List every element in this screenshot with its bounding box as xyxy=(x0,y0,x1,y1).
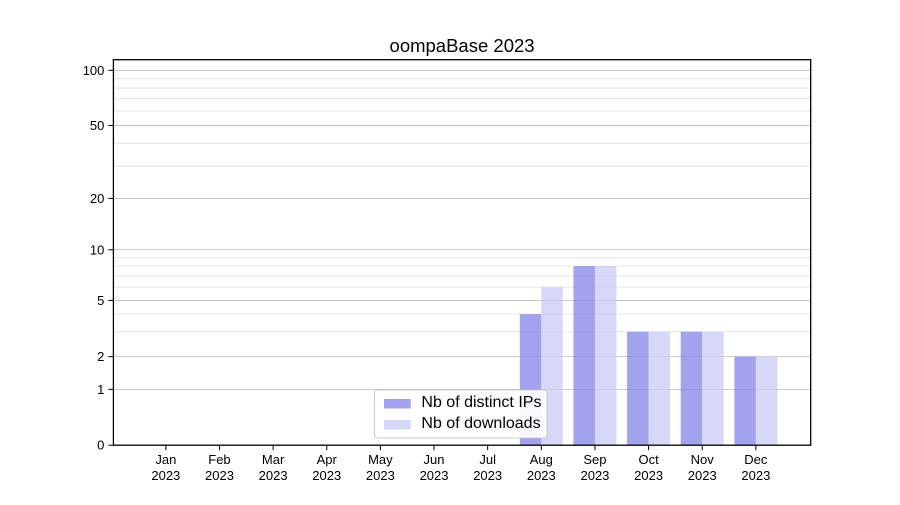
svg-text:Oct: Oct xyxy=(638,452,659,467)
svg-text:Feb: Feb xyxy=(208,452,230,467)
svg-text:2023: 2023 xyxy=(741,468,770,483)
svg-text:2023: 2023 xyxy=(580,468,609,483)
svg-text:May: May xyxy=(368,452,393,467)
svg-text:Jun: Jun xyxy=(424,452,445,467)
svg-text:2023: 2023 xyxy=(473,468,502,483)
svg-text:Nb of downloads: Nb of downloads xyxy=(421,415,540,432)
svg-text:2: 2 xyxy=(97,349,104,364)
svg-text:10: 10 xyxy=(90,242,104,257)
svg-text:0: 0 xyxy=(97,438,104,453)
svg-text:Aug: Aug xyxy=(530,452,553,467)
svg-text:2023: 2023 xyxy=(205,468,234,483)
svg-text:50: 50 xyxy=(90,118,104,133)
svg-text:100: 100 xyxy=(83,63,105,78)
svg-text:Jul: Jul xyxy=(479,452,496,467)
svg-text:Apr: Apr xyxy=(317,452,338,467)
svg-text:Nb of distinct IPs: Nb of distinct IPs xyxy=(421,394,541,411)
svg-text:2023: 2023 xyxy=(366,468,395,483)
svg-text:Nov: Nov xyxy=(691,452,715,467)
svg-text:20: 20 xyxy=(90,191,104,206)
svg-text:Mar: Mar xyxy=(262,452,285,467)
svg-text:2023: 2023 xyxy=(151,468,180,483)
svg-text:2023: 2023 xyxy=(312,468,341,483)
svg-text:2023: 2023 xyxy=(259,468,288,483)
svg-text:5: 5 xyxy=(97,293,104,308)
svg-text:Jan: Jan xyxy=(155,452,176,467)
svg-text:Dec: Dec xyxy=(744,452,768,467)
svg-text:Sep: Sep xyxy=(583,452,606,467)
svg-text:2023: 2023 xyxy=(634,468,663,483)
svg-text:1: 1 xyxy=(97,382,104,397)
svg-text:2023: 2023 xyxy=(420,468,449,483)
svg-text:oompaBase 2023: oompaBase 2023 xyxy=(390,35,535,56)
svg-text:2023: 2023 xyxy=(527,468,556,483)
svg-text:2023: 2023 xyxy=(688,468,717,483)
